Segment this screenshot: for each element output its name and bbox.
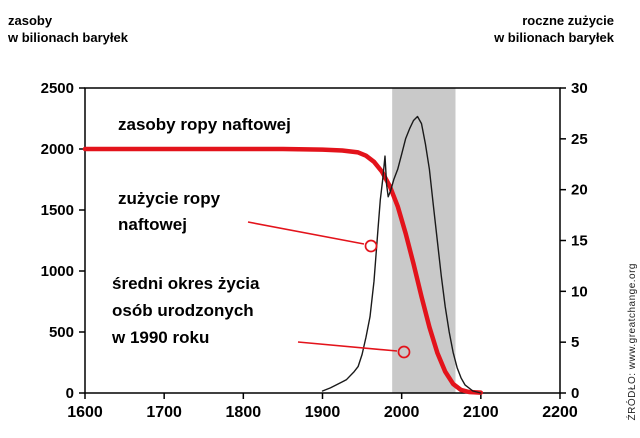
y-left-tick-label: 2000 [41, 141, 74, 158]
y-right-tick-label: 20 [571, 182, 588, 199]
y-left-tick-label: 500 [49, 324, 74, 341]
consumption-annotation-line2: naftowej [118, 215, 187, 234]
left-axis-title-line1: zasoby [8, 13, 53, 28]
right-axis-title: roczne zużycie w bilionach baryłek [494, 12, 614, 46]
y-left-tick-label: 2500 [41, 80, 74, 97]
x-tick-label: 2100 [463, 404, 499, 421]
source-credit: ŹRÓDŁO: www.greatchange.org [627, 262, 638, 420]
y-right-tick-label: 0 [571, 385, 579, 402]
reserves-annotation-label: zasoby ropy naftowej [118, 115, 291, 134]
y-right-tick-label: 5 [571, 334, 579, 351]
reserves-line [82, 146, 484, 395]
x-tick-label: 1900 [305, 404, 341, 421]
y-left-tick-label: 1500 [41, 202, 74, 219]
consumption-marker-circle [364, 239, 378, 253]
lifespan-marker-circle [397, 345, 411, 359]
x-tick-label: 1700 [146, 404, 182, 421]
lifespan-leader-line [297, 341, 398, 352]
y-left-tick-label: 0 [66, 385, 74, 402]
y-right-tick-label: 15 [571, 233, 588, 250]
y-right-tick-label: 10 [571, 283, 588, 300]
x-tick-label: 2000 [384, 404, 420, 421]
lifespan-annotation-line1: średni okres życia [112, 274, 260, 293]
y-right-tick-label: 25 [571, 131, 588, 148]
consumption-line [321, 115, 482, 394]
consumption-leader-line [247, 221, 365, 245]
consumption-annotation-label: zużycie ropy naftowej [118, 186, 220, 238]
lifespan-annotation-label: średni okres życia osób urodzonych w 199… [112, 270, 259, 351]
right-axis-title-line1: roczne zużycie [522, 13, 614, 28]
lifespan-annotation-line3: w 1990 roku [112, 328, 210, 347]
lifespan-annotation-line2: osób urodzonych [112, 301, 254, 320]
consumption-annotation-line1: zużycie ropy [118, 189, 221, 208]
x-tick-label: 1800 [226, 404, 262, 421]
y-left-tick-label: 1000 [41, 263, 74, 280]
y-right-tick-label: 30 [571, 80, 588, 97]
x-tick-label: 2200 [542, 404, 578, 421]
left-axis-title: zasoby w bilionach baryłek [8, 12, 128, 46]
left-axis-title-line2: w bilionach baryłek [8, 30, 128, 45]
right-axis-title-line2: w bilionach baryłek [494, 30, 614, 45]
x-tick-label: 1600 [67, 404, 103, 421]
